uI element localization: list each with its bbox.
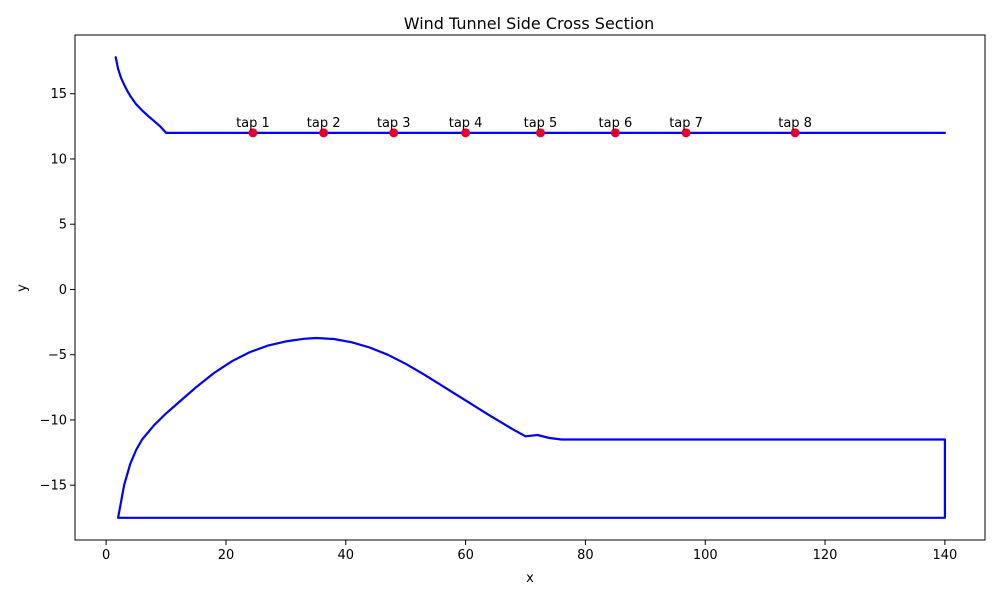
tap-label-5: tap 5 <box>524 116 558 131</box>
tap-label-2: tap 2 <box>307 116 341 131</box>
chart-title: Wind Tunnel Side Cross Section <box>404 14 655 33</box>
x-tick-label: 120 <box>813 548 838 563</box>
tap-marker-5 <box>535 128 545 138</box>
x-tick-label: 60 <box>457 548 474 563</box>
tap-label-7: tap 7 <box>669 116 703 131</box>
y-tick-label: −5 <box>48 348 67 363</box>
y-axis-ticks: −15 −10 −5 0 5 10 15 <box>40 87 75 494</box>
tap-label-1: tap 1 <box>236 116 270 131</box>
x-tick-label: 20 <box>218 548 235 563</box>
x-axis-label: x <box>526 571 534 586</box>
tap-marker-3 <box>389 128 399 138</box>
series-line-1 <box>114 56 947 134</box>
x-axis-ticks: 0 20 40 60 80 100 120 140 <box>102 540 957 563</box>
tap-marker-6 <box>610 128 620 138</box>
tap-label-3: tap 3 <box>377 116 411 131</box>
series-line-2 <box>116 336 947 519</box>
tap-label-4: tap 4 <box>449 116 483 131</box>
tap-marker-8 <box>790 128 800 138</box>
x-tick-label: 40 <box>338 548 355 563</box>
x-tick-label: 140 <box>932 548 957 563</box>
tap-label-6: tap 6 <box>599 116 633 131</box>
y-axis-label: y <box>15 284 30 292</box>
y-tick-label: −10 <box>40 413 67 428</box>
y-tick-label: 5 <box>59 218 67 233</box>
x-tick-label: 100 <box>693 548 718 563</box>
tap-label-8: tap 8 <box>778 116 812 131</box>
x-tick-label: 0 <box>102 548 110 563</box>
y-tick-label: −15 <box>40 479 67 494</box>
tap-marker-7 <box>681 128 691 138</box>
y-tick-label: 10 <box>50 152 67 167</box>
y-tick-label: 0 <box>59 283 67 298</box>
y-tick-label: 15 <box>50 87 67 102</box>
tap-marker-1 <box>248 128 258 138</box>
tap-marker-4 <box>461 128 471 138</box>
x-tick-label: 80 <box>577 548 594 563</box>
plot-frame <box>74 34 986 541</box>
plot-area: tap 1 tap 2 tap 3 tap 4 tap 5 tap 6 tap 7 tap 8 <box>114 56 947 519</box>
tap-marker-2 <box>319 128 329 138</box>
